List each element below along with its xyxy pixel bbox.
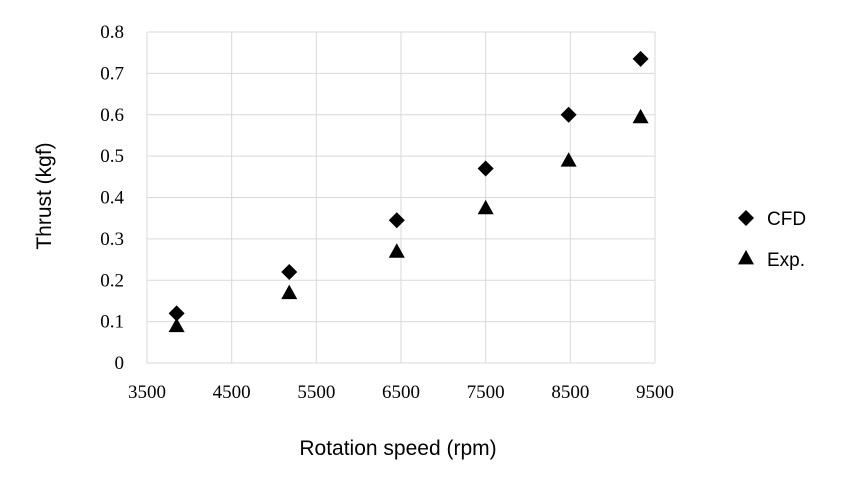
x-axis-title: Rotation speed (rpm) (299, 437, 496, 460)
legend-item-cfd: CFD (738, 209, 806, 230)
data-point-exp (281, 284, 298, 300)
y-tick-label: 0.2 (100, 270, 124, 291)
data-point-exp (477, 199, 494, 215)
x-tick-label: 8500 (551, 382, 589, 403)
data-point-cfd (388, 212, 405, 229)
y-tick-label: 0 (115, 353, 125, 374)
data-point-cfd (281, 263, 298, 280)
legend: CFD Exp. (738, 209, 806, 271)
legend-marker-cfd (738, 210, 754, 226)
legend-label-cfd: CFD (767, 209, 806, 230)
x-tick-label: 3500 (128, 382, 166, 403)
data-point-exp (168, 317, 185, 333)
data-point-exp (632, 108, 649, 124)
x-tick-label: 6500 (382, 382, 420, 403)
tick-labels: 0 0.1 0.2 0.3 0.4 0.5 0.6 0.7 0.8 3500 4500 5500 650… (100, 22, 674, 403)
x-tick-label: 4500 (213, 382, 251, 403)
y-tick-label: 0.3 (100, 229, 124, 250)
y-tick-label: 0.1 (100, 312, 124, 333)
data-point-cfd (560, 106, 577, 123)
y-tick-label: 0.5 (100, 146, 124, 167)
y-tick-label: 0.7 (100, 63, 124, 84)
legend-label-exp: Exp. (767, 250, 805, 271)
data-point-cfd (632, 50, 649, 67)
data-point-cfd (477, 160, 494, 177)
legend-item-exp: Exp. (738, 250, 805, 271)
data-points (168, 50, 649, 333)
y-tick-label: 0.4 (100, 188, 124, 209)
data-point-exp (388, 243, 405, 258)
grid-layer (146, 31, 656, 364)
x-tick-label: 7500 (467, 382, 505, 403)
y-axis-title: Thrust (kgf) (33, 142, 56, 249)
y-tick-label: 0.6 (100, 105, 124, 126)
data-point-exp (560, 152, 577, 167)
x-tick-label: 5500 (297, 382, 335, 403)
legend-marker-exp (738, 250, 754, 265)
x-tick-label: 9500 (636, 382, 674, 403)
y-tick-label: 0.8 (100, 22, 124, 43)
data-point-cfd (168, 305, 185, 322)
